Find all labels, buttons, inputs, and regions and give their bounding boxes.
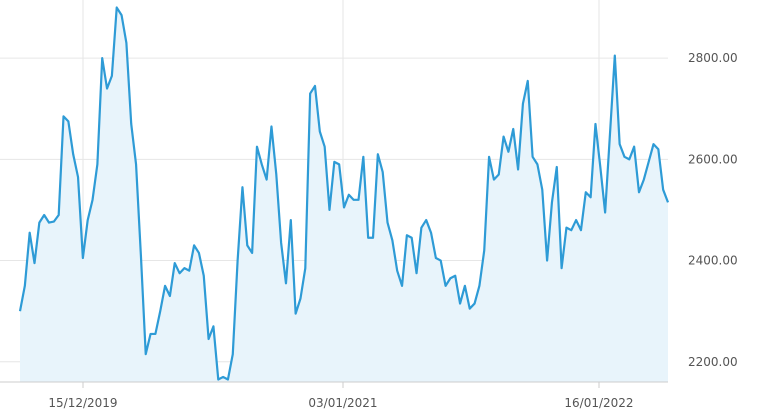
x-tick-label: 03/01/2021 — [308, 396, 377, 410]
x-axis-ticks: 15/12/2019 03/01/2021 16/01/2022 — [48, 382, 634, 410]
y-tick-label: 2400.00 — [688, 254, 738, 268]
series-area — [20, 7, 668, 383]
y-tick-label: 2800.00 — [688, 51, 738, 65]
y-tick-label: 2600.00 — [688, 152, 738, 166]
x-tick-label: 15/12/2019 — [48, 396, 117, 410]
series-line — [18, 6, 670, 381]
y-tick-label: 2200.00 — [688, 355, 738, 369]
x-tick-label: 16/01/2022 — [564, 396, 633, 410]
y-axis-ticks: 2200.00 2400.00 2600.00 2800.00 — [688, 51, 738, 369]
